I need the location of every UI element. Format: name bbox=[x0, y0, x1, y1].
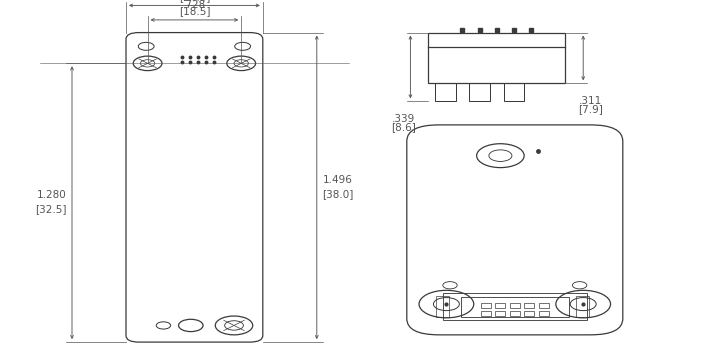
Bar bbox=[469, 83, 490, 101]
Bar bbox=[510, 303, 520, 308]
Bar bbox=[539, 311, 549, 316]
Bar bbox=[504, 83, 524, 101]
Text: .311: .311 bbox=[579, 96, 602, 106]
Text: .339: .339 bbox=[392, 114, 415, 124]
Text: 1.280: 1.280 bbox=[37, 190, 66, 201]
Bar bbox=[495, 303, 505, 308]
Bar bbox=[510, 311, 520, 316]
Text: 1.496: 1.496 bbox=[323, 175, 352, 185]
Bar bbox=[495, 311, 505, 316]
Text: [7.9]: [7.9] bbox=[578, 104, 603, 114]
Text: [18.5]: [18.5] bbox=[179, 6, 210, 16]
Text: [8.6]: [8.6] bbox=[391, 122, 415, 132]
Bar bbox=[461, 297, 569, 317]
Text: [38.0]: [38.0] bbox=[323, 189, 354, 199]
Bar bbox=[435, 83, 456, 101]
Bar bbox=[524, 303, 534, 308]
Text: [32.5]: [32.5] bbox=[35, 204, 66, 214]
Text: .728: .728 bbox=[183, 0, 206, 10]
Bar bbox=[443, 293, 587, 320]
Bar bbox=[428, 33, 565, 83]
Bar bbox=[539, 303, 549, 308]
Bar bbox=[436, 296, 449, 317]
Bar bbox=[576, 296, 589, 317]
Bar bbox=[481, 311, 491, 316]
Bar bbox=[524, 311, 534, 316]
Bar bbox=[481, 303, 491, 308]
Text: [24.0]: [24.0] bbox=[179, 0, 210, 2]
